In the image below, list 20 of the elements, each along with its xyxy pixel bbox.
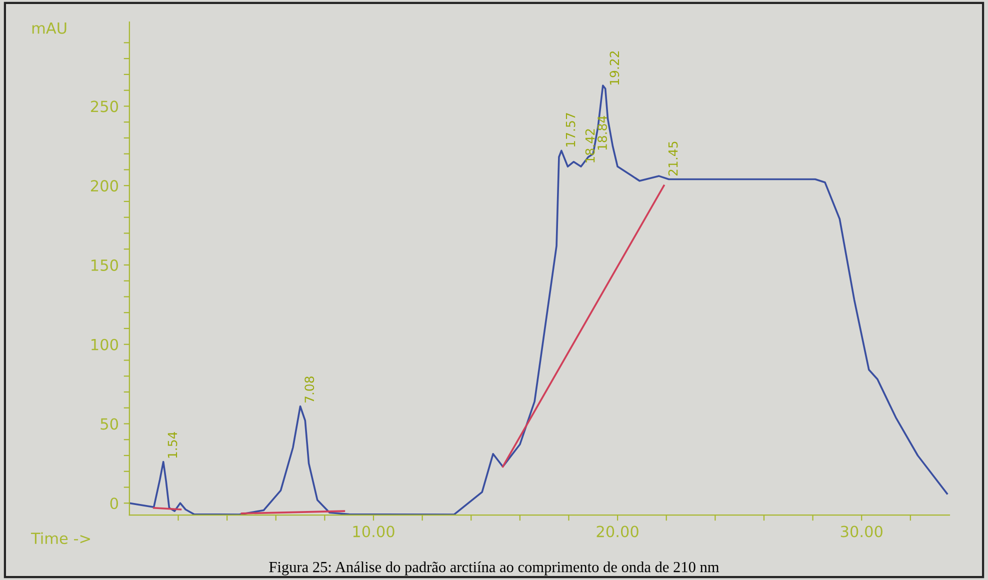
line-series xyxy=(129,84,948,516)
annotation: 18.84 xyxy=(598,116,607,150)
annotation: 7.08 xyxy=(304,376,314,402)
x-tick-label: 20.00 xyxy=(596,526,638,538)
annotation: 21.45 xyxy=(668,142,678,176)
text: Figura 25: Análise do padrão arctiína ao comprimento de onda de 210 nm xyxy=(269,561,720,576)
x-axis-title: Time -> xyxy=(30,532,90,544)
y-tick-label: 250 xyxy=(90,100,118,112)
y-tick-label: 100 xyxy=(92,338,118,350)
y-tick-label: 150 xyxy=(92,259,118,271)
y-tick-label: 50 xyxy=(100,418,118,430)
annotation: 18.42 xyxy=(585,129,595,162)
y-tick-label: 200 xyxy=(90,180,118,192)
y-axis-title: mAU xyxy=(32,22,66,34)
x-tick-label: 30.00 xyxy=(840,526,882,538)
y-tick-label: 0 xyxy=(110,498,118,510)
x-tick-label: 10.00 xyxy=(353,526,394,538)
annotation: 1.54 xyxy=(168,432,178,458)
annotation: 17.57 xyxy=(566,113,576,146)
annotation: 19.22 xyxy=(610,51,620,85)
